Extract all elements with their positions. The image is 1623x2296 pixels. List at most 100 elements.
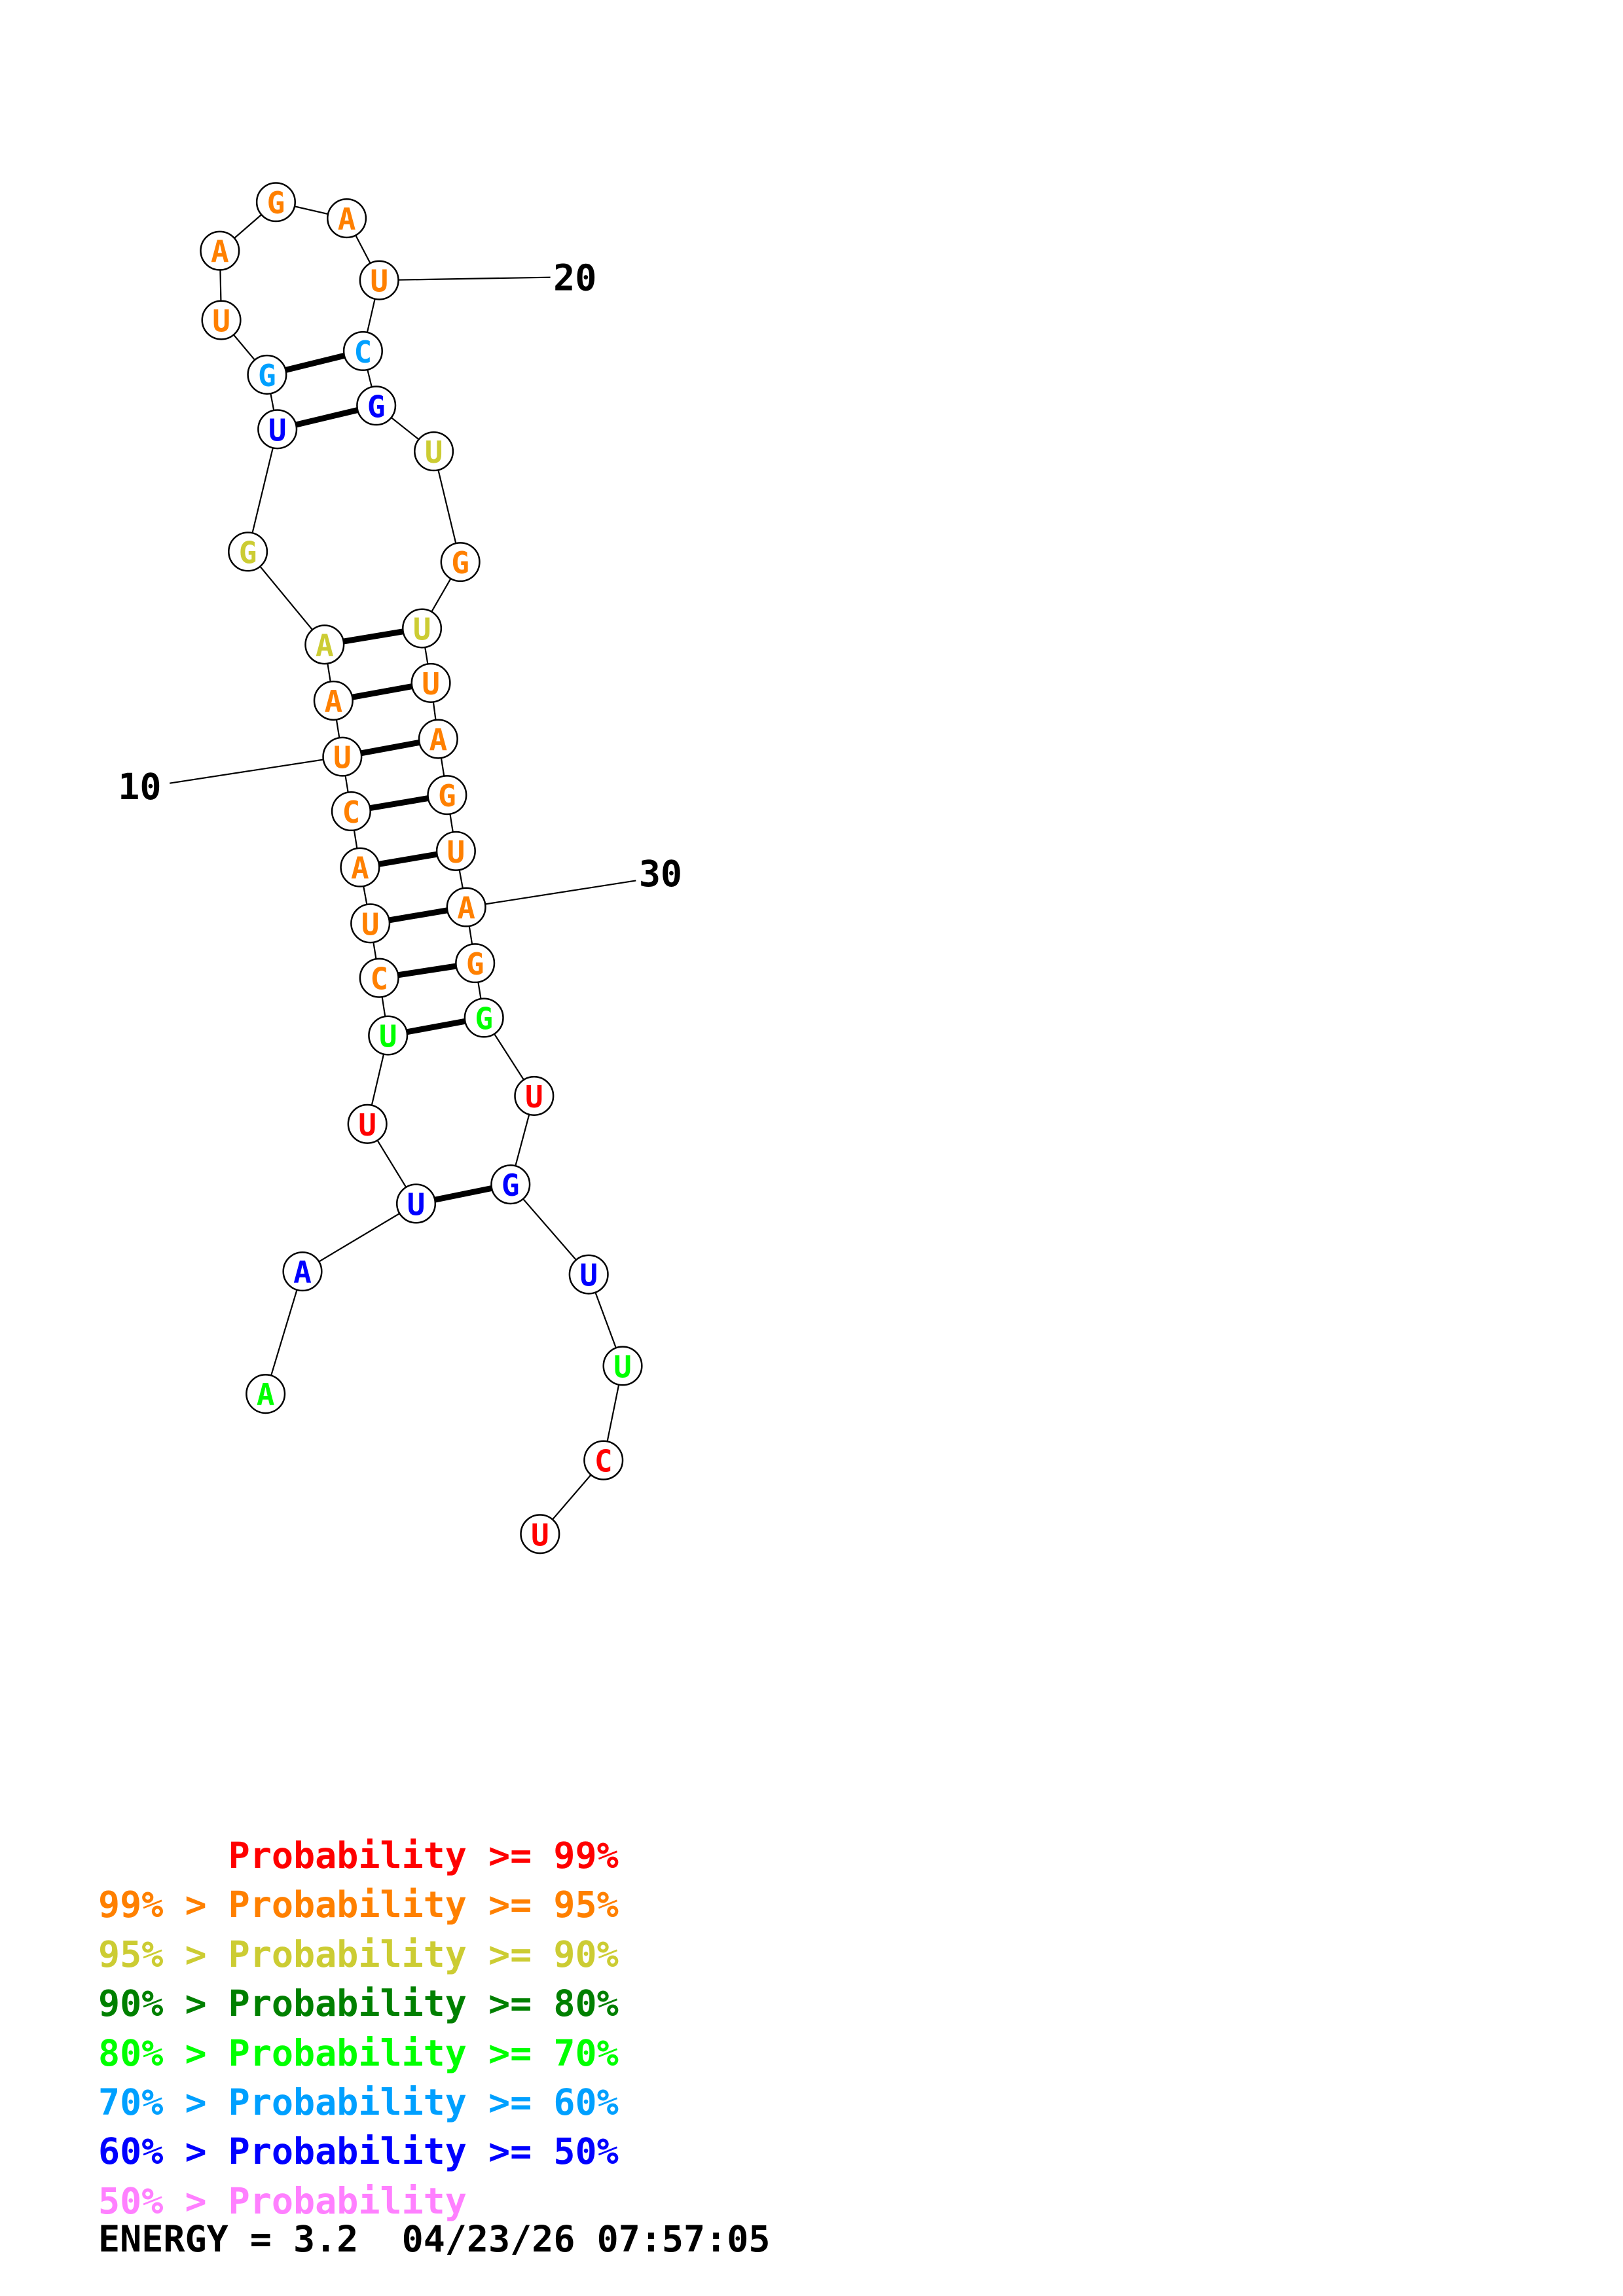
backbone-layer [219,201,624,1535]
legend-row-text: Probability >= 70% [228,2032,619,2074]
nucleotide-node: C [331,791,371,832]
nucleotide-base-letter: C [370,961,388,997]
nucleotide-circle [322,736,363,777]
nucleotide-node: U [368,1015,409,1056]
nucleotide-circle [446,887,486,927]
nucleotide-node: A [200,230,240,271]
nucleotide-number-label: 10 [118,766,161,808]
nucleotide-node: G [440,542,481,583]
nucleotide-circle [602,1346,643,1386]
legend-row-text: Probability >= 60% [228,2081,619,2123]
legend-row-text: Probability >= 90% [228,1933,619,1975]
nucleotide-base-letter: A [429,723,447,758]
nucleotide-circle [410,662,451,703]
nucleotide-base-letter: A [257,1377,275,1412]
nucleotide-circle [359,260,399,300]
legend-row: 90% > Probability >= 80% [98,1986,619,2022]
nucleotide-circle [414,431,454,472]
nucleotide-base-letter: U [525,1079,543,1115]
nucleotide-node: U [395,1183,437,1224]
nucleotide-node: G [247,354,287,395]
nucleotide-circle [435,831,476,871]
nucleotide-base-letter: A [293,1255,312,1290]
nucleotide-base-letter: U [358,1107,376,1143]
nucleotide-base-letter: U [361,906,380,942]
backbone-segment [247,551,325,645]
nucleotide-circle [340,847,380,888]
nucleotide-node: U [568,1254,609,1295]
nucleotide-base-letter: A [324,684,342,719]
nucleotide-circle [304,624,345,665]
legend-row-text: Probability >= 50% [228,2130,619,2173]
nucleotide-circle [201,300,242,340]
backbone-segment [302,1203,417,1272]
nucleotide-circle [401,608,443,649]
nucleotide-node: U [401,608,443,649]
nucleotide-base-letter: G [239,535,257,570]
nucleotide-base-letter: A [457,890,475,925]
nucleotide-base-letter: G [475,1001,493,1037]
nucleotide-circle [359,958,399,998]
nucleotide-circle [327,198,367,239]
legend-row: 99% > Probability >= 95% [98,1887,619,1923]
legend-row-prefix: 80% > [98,2032,228,2074]
nucleotide-base-letter: U [531,1517,549,1552]
nucleotide-base-letter: U [268,412,287,448]
nucleotide-circle [368,1015,409,1056]
nucleotide-node: U [414,431,454,472]
nucleotide-node: A [313,680,354,721]
nucleotide-base-letter: G [367,389,386,424]
legend-row-prefix: 95% > [98,1933,228,1975]
nucleotide-base-letter: U [613,1349,632,1384]
number-label-layer: 10 20 30 [118,257,682,908]
nucleotide-circle [247,354,287,395]
nucleotide-node: U [350,903,391,944]
legend-row: Probability >= 99% [98,1838,619,1874]
nucleotide-circle [395,1183,437,1224]
nucleotide-node: G [455,943,496,984]
nucleotide-circle [583,1440,624,1480]
legend-row-prefix: 99% > [98,1884,228,1926]
legend-row-prefix: 90% > [98,1982,228,2025]
nucleotide-circle [257,409,298,450]
nucleotide-node: A [418,719,458,759]
nucleotide-circle [514,1075,555,1116]
nucleotide-base-letter: G [466,946,484,982]
nucleotide-circle [200,230,240,271]
nucleotide-node: U [520,1514,560,1554]
nucleotide-circle [427,775,467,816]
legend-row: 60% > Probability >= 50% [98,2134,619,2170]
nucleotide-base-letter: G [258,358,276,393]
nucleotide-circle [347,1103,388,1144]
legend-row-prefix: 60% > [98,2130,228,2173]
number-label-leader [170,756,343,784]
nucleotide-base-letter: U [447,834,465,870]
nucleotide-node: U [410,662,451,703]
nucleotide-circle [356,386,397,426]
nucleotide-node: A [282,1251,323,1292]
energy-footer: ENERGY = 3.2 04/23/26 07:57:05 [98,2218,771,2260]
nucleotide-node: G [464,997,504,1038]
nucleotide-circle [282,1251,323,1292]
nucleotide-node: G [255,182,296,223]
nucleotide-circle [246,1374,286,1414]
nucleotide-circle [350,903,391,944]
nucleotide-circle [520,1514,560,1554]
nucleotide-base-letter: C [594,1444,613,1479]
nucleotide-node: C [583,1440,624,1480]
nucleotide-number-label: 20 [553,257,596,298]
nucleotide-node: G [490,1164,531,1205]
nucleotide-circle [418,719,458,759]
nucleotide-circle [490,1164,531,1205]
nucleotide-node: A [246,1374,286,1414]
nucleotide-node: U [347,1103,388,1144]
backbone-segment [264,1271,304,1395]
nucleotide-base-letter: U [212,304,230,339]
nucleotide-node: C [342,331,383,371]
nucleotide-node: U [514,1075,555,1116]
nucleotide-base-letter: U [413,612,431,647]
nucleotide-base-letter: C [342,795,361,830]
nucleotide-node: U [359,260,399,300]
nucleotide-node: A [304,624,345,665]
